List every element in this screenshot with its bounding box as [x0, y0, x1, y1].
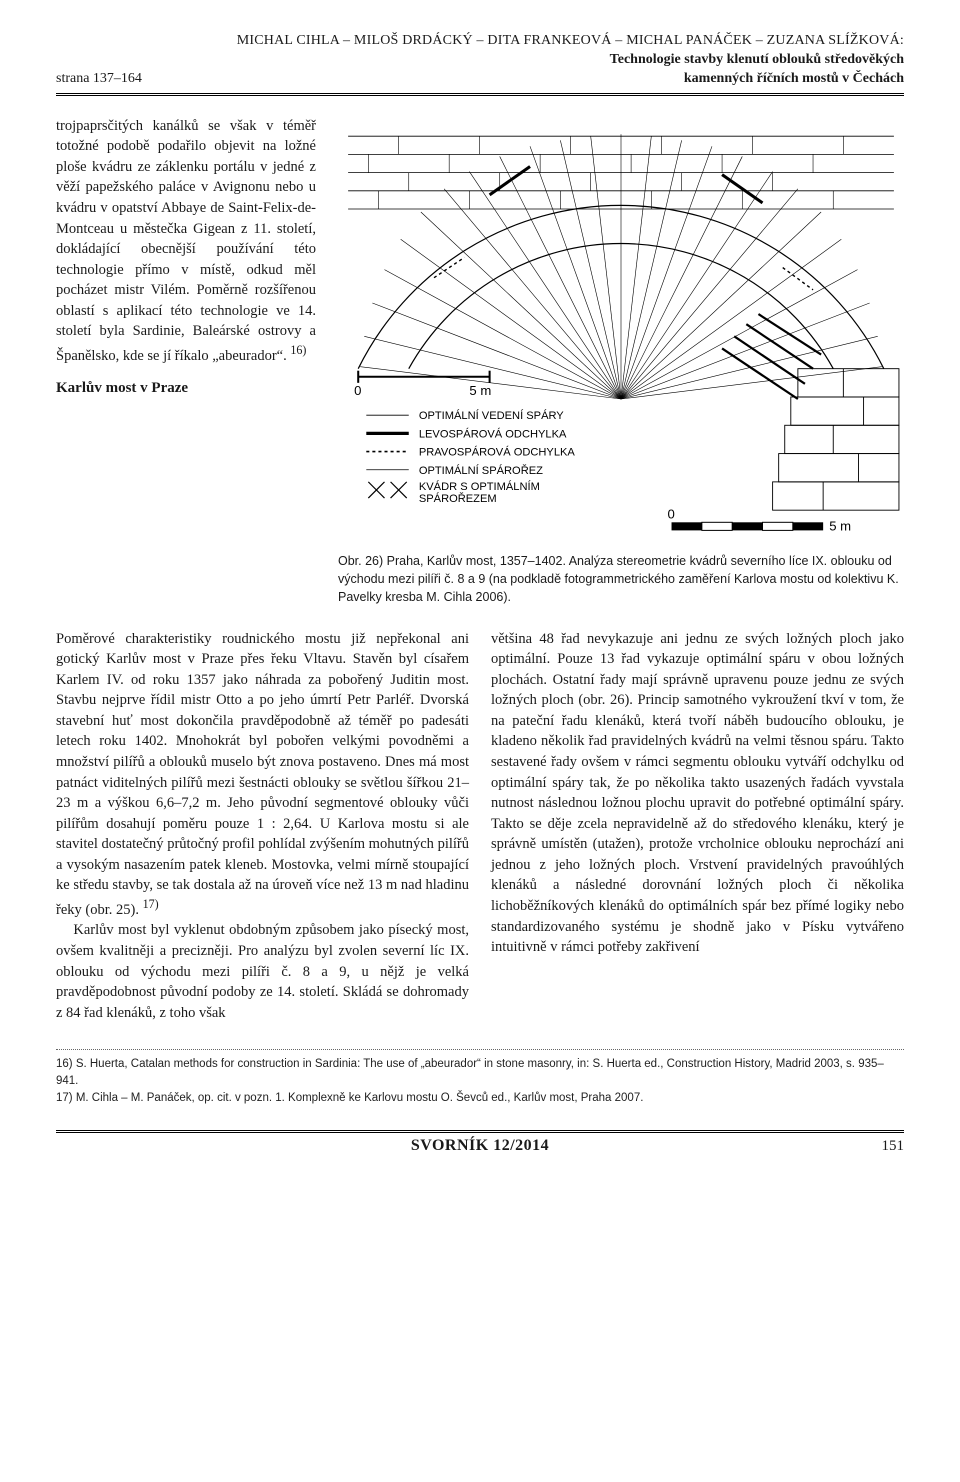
legend-2: PRAVOSPÁROVÁ ODCHYLKA — [419, 445, 576, 458]
arch-diagram-svg: 0 5 m 0 5 m — [338, 116, 904, 541]
title-line-1: Technologie stavby klenutí oblouků střed… — [237, 51, 904, 70]
footnote-ref-16: 16) — [290, 343, 306, 357]
scale-right-end: 5 m — [829, 518, 851, 533]
footnote-16: 16) S. Huerta, Catalan methods for const… — [56, 1056, 904, 1089]
scale-left-end: 5 m — [469, 383, 491, 398]
body-col-left: Poměrové charakteristiky roudnického mos… — [56, 629, 469, 1024]
title-line-2: kamenných říčních mostů v Čechách — [237, 70, 904, 89]
left-p1-text: trojpaprsčitých kanálků se však v téměř … — [56, 118, 316, 364]
left-intro-paragraph: trojpaprsčitých kanálků se však v téměř … — [56, 116, 316, 367]
running-header: strana 137–164 MICHAL CIHLA – MILOŠ DRDÁ… — [56, 32, 904, 96]
scale-right-zero: 0 — [667, 506, 674, 521]
figure-caption: Obr. 26) Praha, Karlův most, 1357–1402. … — [338, 552, 904, 606]
legend-4b: SPÁROŘEZEM — [419, 492, 497, 505]
subheading-karluv-most: Karlův most v Praze — [56, 380, 316, 397]
page-footer: SVORNÍK 12/2014 151 — [56, 1130, 904, 1155]
footnotes-block: 16) S. Huerta, Catalan methods for const… — [56, 1056, 904, 1106]
body-main-2: Karlův most byl vyklenut obdobným způsob… — [56, 920, 469, 1023]
legend-1: LEVOSPÁROVÁ ODCHYLKA — [419, 427, 567, 440]
page-range: strana 137–164 — [56, 71, 142, 89]
figure-ob26: 0 5 m 0 5 m — [338, 116, 904, 541]
body-main-1: Poměrové charakteristiky roudnického mos… — [56, 631, 469, 918]
footnote-separator — [56, 1049, 904, 1050]
legend-4a: KVÁDR S OPTIMÁLNÍM — [419, 480, 540, 493]
footnote-17: 17) M. Cihla – M. Panáček, op. cit. v po… — [56, 1090, 904, 1107]
journal-label: SVORNÍK 12/2014 — [116, 1137, 844, 1155]
legend-0: OPTIMÁLNÍ VEDENÍ SPÁRY — [419, 409, 564, 422]
legend-3: OPTIMÁLNÍ SPÁROŘEZ — [419, 463, 543, 476]
authors-line: MICHAL CIHLA – MILOŠ DRDÁCKÝ – DITA FRAN… — [237, 32, 904, 51]
footnote-ref-17: 17) — [143, 897, 159, 911]
body-col-right: většina 48 řad nevykazuje ani jednu ze s… — [491, 629, 904, 1024]
page-number: 151 — [844, 1138, 904, 1155]
scale-left-zero: 0 — [354, 383, 361, 398]
header-right: MICHAL CIHLA – MILOŠ DRDÁCKÝ – DITA FRAN… — [237, 32, 904, 89]
